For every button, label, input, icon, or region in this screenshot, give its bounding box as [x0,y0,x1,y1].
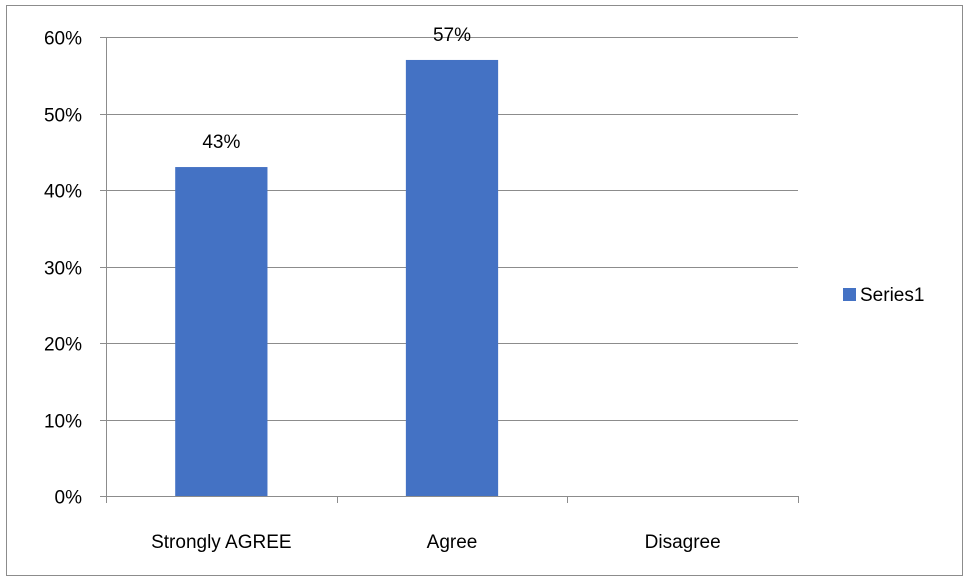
y-tick-label: 10% [44,412,82,433]
axes [106,37,799,503]
y-tick-label: 50% [44,106,82,127]
legend-swatch-series1 [843,288,856,301]
y-tick-label: 40% [44,182,82,203]
bars [175,59,499,497]
y-tick-label: 30% [44,259,82,280]
x-tick-label: Agree [427,532,478,553]
data-label: 57% [433,25,471,46]
legend-label-series1: Series1 [860,285,924,306]
x-tick-labels: Strongly AGREE Agree Disagree [151,532,721,553]
legend: Series1 [843,285,924,306]
bar-strongly-agree [175,167,268,497]
x-tick-label: Disagree [645,532,721,553]
y-tick-labels: 0% 10% 20% 30% 40% 50% 60% [44,29,106,509]
bar-agree [405,59,499,496]
y-tick-label: 20% [44,335,82,356]
y-tick-label: 60% [44,29,82,50]
y-tick-label: 0% [55,488,83,509]
data-label: 43% [202,132,240,153]
x-tick-label: Strongly AGREE [151,532,291,553]
data-labels: 43% 57% [202,25,471,153]
